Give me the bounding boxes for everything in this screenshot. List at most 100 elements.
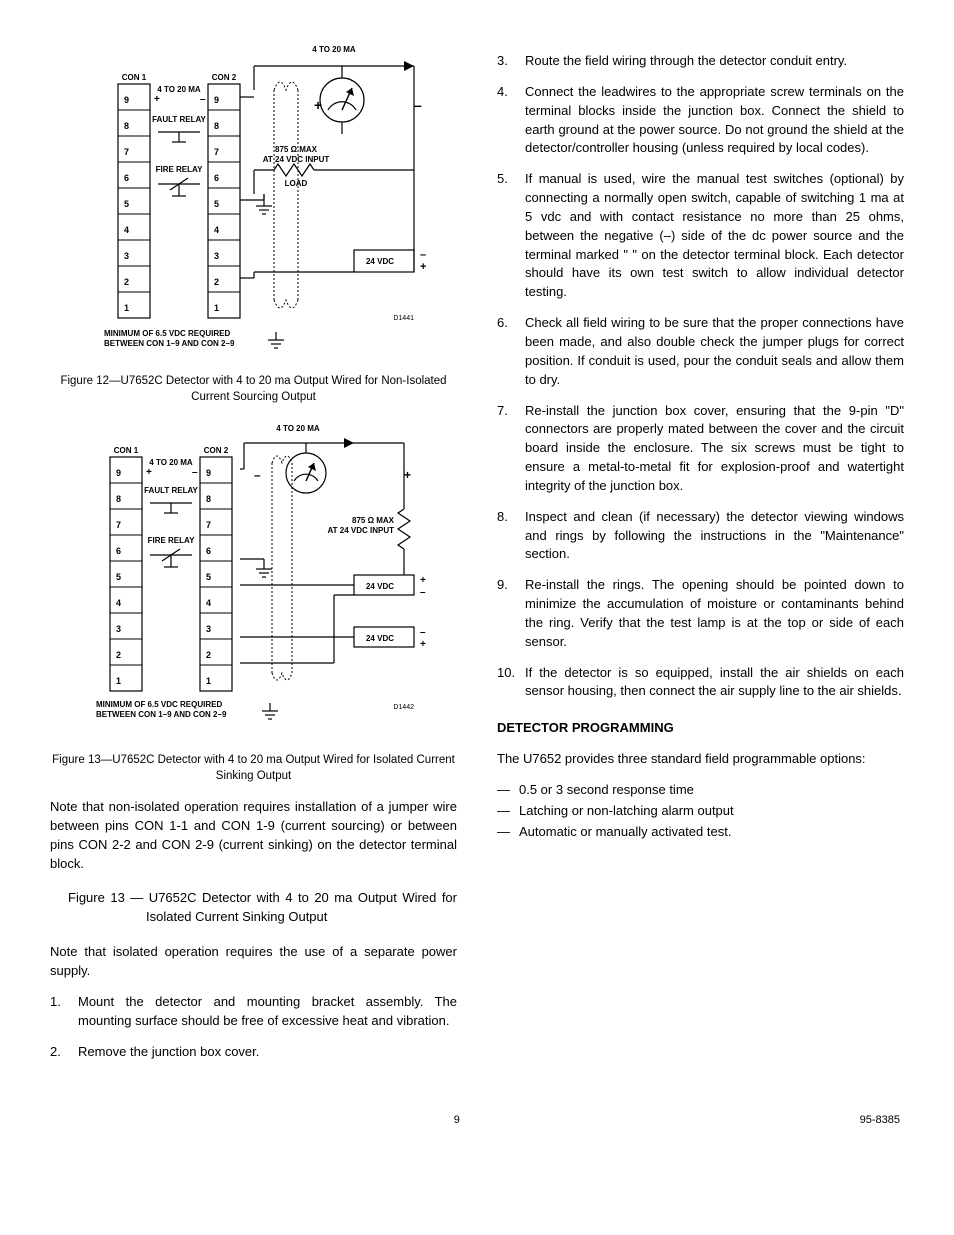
list-item: 9.Re-install the rings. The opening shou… bbox=[497, 576, 904, 651]
svg-text:–: – bbox=[420, 249, 426, 261]
page-number: 9 bbox=[54, 1113, 860, 1129]
list-item: 1.Mount the detector and mounting bracke… bbox=[50, 993, 457, 1031]
svg-text:–: – bbox=[414, 97, 422, 113]
svg-text:5: 5 bbox=[206, 572, 211, 582]
svg-text:BETWEEN CON 1–9 AND CON 2–9: BETWEEN CON 1–9 AND CON 2–9 bbox=[104, 339, 235, 348]
section-heading: DETECTOR PROGRAMMING bbox=[497, 719, 904, 738]
svg-text:FIRE RELAY: FIRE RELAY bbox=[155, 165, 202, 174]
svg-text:–: – bbox=[200, 94, 206, 105]
svg-text:8: 8 bbox=[116, 494, 121, 504]
svg-text:7: 7 bbox=[124, 147, 129, 157]
svg-text:BETWEEN CON 1–9 AND CON 2–9: BETWEEN CON 1–9 AND CON 2–9 bbox=[96, 710, 227, 719]
list-item: 3.Route the field wiring through the det… bbox=[497, 52, 904, 71]
right-para-1: The U7652 provides three standard field … bbox=[497, 750, 904, 769]
svg-text:3: 3 bbox=[214, 251, 219, 261]
svg-text:9: 9 bbox=[206, 468, 211, 478]
page: 4 TO 20 MA + – 8 bbox=[50, 40, 904, 1073]
svg-text:AT 24 VDC INPUT: AT 24 VDC INPUT bbox=[262, 155, 329, 164]
svg-text:+: + bbox=[154, 94, 160, 105]
svg-text:9: 9 bbox=[214, 95, 219, 105]
svg-text:8: 8 bbox=[214, 121, 219, 131]
svg-text:FAULT RELAY: FAULT RELAY bbox=[152, 115, 206, 124]
list-item: 10.If the detector is so equipped, insta… bbox=[497, 664, 904, 702]
svg-text:4 TO 20 MA: 4 TO 20 MA bbox=[312, 45, 356, 54]
svg-text:LOAD: LOAD bbox=[284, 179, 307, 188]
svg-text:–: – bbox=[420, 587, 426, 598]
left-para-2: Note that isolated operation requires th… bbox=[50, 943, 457, 981]
svg-text:4: 4 bbox=[124, 225, 129, 235]
figure-13-caption: Figure 13—U7652C Detector with 4 to 20 m… bbox=[50, 753, 457, 784]
svg-text:875 Ω MAX: 875 Ω MAX bbox=[275, 145, 318, 154]
svg-text:24 VDC: 24 VDC bbox=[365, 257, 393, 266]
svg-text:–: – bbox=[254, 468, 261, 482]
left-para-1: Note that non-isolated operation require… bbox=[50, 798, 457, 873]
list-item: 2.Remove the junction box cover. bbox=[50, 1043, 457, 1062]
svg-text:CON 1: CON 1 bbox=[121, 73, 146, 82]
svg-text:3: 3 bbox=[206, 624, 211, 634]
list-item: 8.Inspect and clean (if necessary) the d… bbox=[497, 508, 904, 565]
svg-text:7: 7 bbox=[116, 520, 121, 530]
figure-13: 4 TO 20 MA – + 875 Ω MAX bbox=[50, 419, 457, 784]
right-column: 3.Route the field wiring through the det… bbox=[497, 40, 904, 1073]
svg-text:4: 4 bbox=[206, 598, 211, 608]
svg-text:4: 4 bbox=[214, 225, 219, 235]
svg-text:24 VDC: 24 VDC bbox=[365, 634, 393, 643]
svg-text:6: 6 bbox=[206, 546, 211, 556]
figure-13-reference: Figure 13 — U7652C Detector with 4 to 20… bbox=[68, 889, 457, 927]
svg-text:2: 2 bbox=[214, 277, 219, 287]
svg-text:1: 1 bbox=[124, 303, 129, 313]
svg-text:–: – bbox=[420, 627, 426, 638]
svg-text:D1442: D1442 bbox=[393, 704, 414, 711]
svg-text:5: 5 bbox=[116, 572, 121, 582]
svg-text:+: + bbox=[420, 575, 426, 586]
list-item: 5.If manual is used, wire the manual tes… bbox=[497, 170, 904, 302]
svg-text:2: 2 bbox=[116, 650, 121, 660]
svg-text:9: 9 bbox=[124, 95, 129, 105]
svg-text:6: 6 bbox=[124, 173, 129, 183]
list-item: 7.Re-install the junction box cover, ens… bbox=[497, 402, 904, 496]
list-item: Latching or non-latching alarm output bbox=[497, 802, 904, 821]
svg-text:FAULT RELAY: FAULT RELAY bbox=[144, 486, 198, 495]
svg-text:3: 3 bbox=[116, 624, 121, 634]
svg-text:9: 9 bbox=[116, 468, 121, 478]
svg-text:24 VDC: 24 VDC bbox=[365, 582, 393, 591]
svg-text:CON 2: CON 2 bbox=[203, 446, 228, 455]
svg-text:5: 5 bbox=[124, 199, 129, 209]
svg-text:+: + bbox=[420, 261, 426, 273]
svg-text:4 TO 20 MA: 4 TO 20 MA bbox=[149, 458, 193, 467]
svg-text:+: + bbox=[420, 639, 426, 650]
figure-13-svg: 4 TO 20 MA – + 875 Ω MAX bbox=[74, 419, 434, 749]
svg-text:7: 7 bbox=[206, 520, 211, 530]
svg-text:AT 24 VDC INPUT: AT 24 VDC INPUT bbox=[327, 526, 394, 535]
svg-text:4 TO 20 MA: 4 TO 20 MA bbox=[157, 85, 201, 94]
left-steps: 1.Mount the detector and mounting bracke… bbox=[50, 993, 457, 1062]
svg-text:D1441: D1441 bbox=[393, 315, 414, 322]
svg-text:4: 4 bbox=[116, 598, 121, 608]
svg-text:MINIMUM OF 6.5 VDC REQUIRED: MINIMUM OF 6.5 VDC REQUIRED bbox=[104, 329, 230, 338]
list-item: 4.Connect the leadwires to the appropria… bbox=[497, 83, 904, 158]
figure-12: 4 TO 20 MA + – 8 bbox=[50, 40, 457, 405]
left-column: 4 TO 20 MA + – 8 bbox=[50, 40, 457, 1073]
svg-text:FIRE RELAY: FIRE RELAY bbox=[147, 536, 194, 545]
list-item: 6.Check all field wiring to be sure that… bbox=[497, 314, 904, 389]
svg-text:4 TO 20 MA: 4 TO 20 MA bbox=[276, 424, 320, 433]
svg-text:7: 7 bbox=[214, 147, 219, 157]
svg-text:MINIMUM OF 6.5 VDC REQUIRED: MINIMUM OF 6.5 VDC REQUIRED bbox=[96, 700, 222, 709]
svg-text:8: 8 bbox=[124, 121, 129, 131]
list-item: Automatic or manually activated test. bbox=[497, 823, 904, 842]
list-item: 0.5 or 3 second response time bbox=[497, 781, 904, 800]
svg-text:1: 1 bbox=[214, 303, 219, 313]
svg-text:2: 2 bbox=[206, 650, 211, 660]
svg-text:CON 2: CON 2 bbox=[211, 73, 236, 82]
svg-text:CON 1: CON 1 bbox=[113, 446, 138, 455]
options-list: 0.5 or 3 second response time Latching o… bbox=[497, 781, 904, 842]
doc-number: 95-8385 bbox=[860, 1113, 900, 1129]
svg-text:6: 6 bbox=[116, 546, 121, 556]
svg-text:+: + bbox=[146, 467, 152, 478]
svg-text:6: 6 bbox=[214, 173, 219, 183]
svg-text:2: 2 bbox=[124, 277, 129, 287]
svg-text:+: + bbox=[404, 468, 411, 482]
figure-12-caption: Figure 12—U7652C Detector with 4 to 20 m… bbox=[50, 374, 457, 405]
svg-text:–: – bbox=[192, 467, 198, 478]
svg-text:+: + bbox=[314, 97, 322, 113]
